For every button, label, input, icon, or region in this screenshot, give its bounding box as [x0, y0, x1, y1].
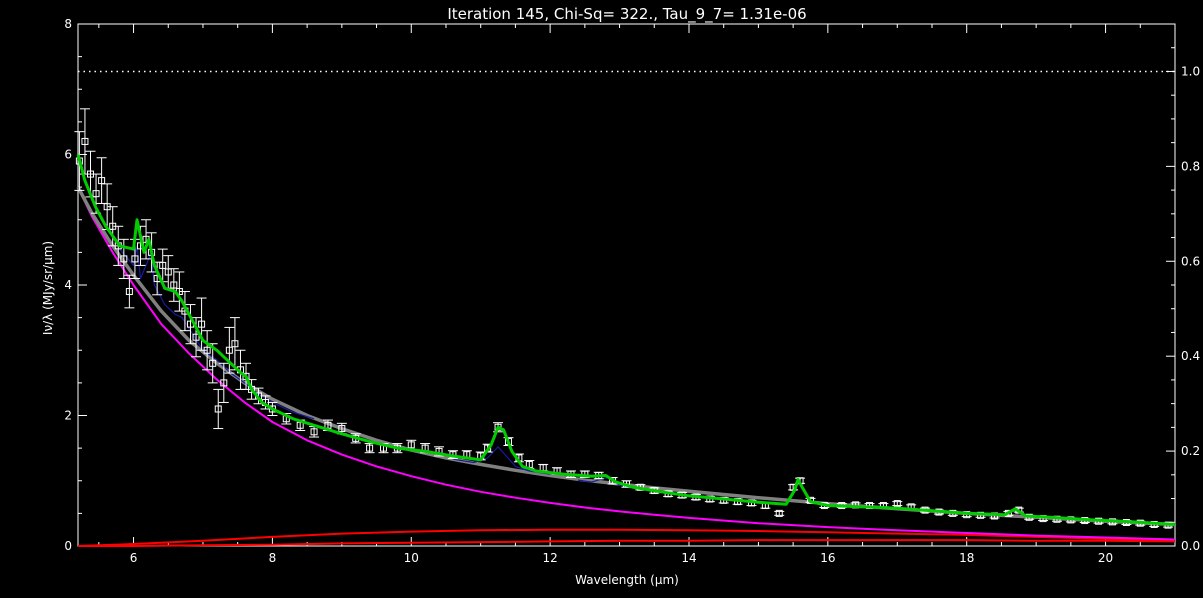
data-marker [407, 441, 415, 449]
y2-tick-label: 1.0 [1181, 64, 1200, 78]
data-marker [220, 379, 228, 387]
data-marker [159, 261, 167, 269]
data-point [202, 330, 213, 371]
data-point [141, 219, 152, 260]
data-point [196, 297, 207, 351]
x-axis-label: Wavelength (μm) [575, 573, 679, 587]
y-tick-label: 4 [64, 278, 72, 292]
tick-labels: 6 8 10 12 14 16 18 20 0 2 4 6 8 0.0 0.2 0.4 0.6 0.8 1.0 [64, 17, 1200, 565]
y2-tick-label: 0.6 [1181, 254, 1200, 268]
data-marker [214, 405, 222, 413]
y-tick-label: 6 [64, 148, 72, 162]
x-tick-label: 14 [681, 551, 696, 565]
x-tick-label: 6 [130, 551, 138, 565]
data-point [79, 108, 90, 175]
y2-tick-label: 0.8 [1181, 159, 1200, 173]
data-marker [203, 346, 211, 354]
data-point [191, 317, 202, 358]
x-tick-label: 18 [959, 551, 974, 565]
dust-components-line [77, 528, 1176, 547]
y2-tick-label: 0.0 [1181, 539, 1200, 553]
data-marker [164, 268, 172, 276]
x-tick-label: 20 [1098, 551, 1113, 565]
data-point [124, 274, 135, 309]
x-tick-label: 16 [820, 551, 835, 565]
data-marker [775, 509, 783, 517]
data-marker [806, 496, 814, 504]
x-tick-label: 12 [542, 551, 557, 565]
x-tick-label: 10 [404, 551, 419, 565]
data-point [213, 388, 224, 430]
pah-features-line [452, 446, 551, 475]
y-tick-label: 8 [64, 17, 72, 31]
data-point [774, 509, 785, 517]
data-marker [98, 177, 106, 185]
data-marker [338, 425, 346, 433]
data-point [364, 443, 375, 454]
data-marker [198, 320, 206, 328]
y2-tick-label: 0.4 [1181, 349, 1200, 363]
stellar-line [77, 186, 1176, 541]
data-marker [310, 428, 318, 436]
data-marker [120, 255, 128, 263]
data-marker [192, 333, 200, 341]
chart-title: Iteration 145, Chi-Sq= 322., Tau_9_7= 1.… [447, 5, 806, 24]
data-marker [92, 190, 100, 198]
data-point [224, 326, 235, 374]
data-marker [131, 255, 139, 263]
y-tick-label: 2 [64, 409, 72, 423]
data-marker [125, 288, 133, 296]
y-axis-label: Iν/λ (MJy/sr/μm) [41, 241, 55, 335]
data-point [168, 268, 179, 302]
y-tick-label: 0 [64, 539, 72, 553]
data-point [309, 426, 320, 438]
data-marker [225, 346, 233, 354]
data-point [892, 500, 903, 508]
data-marker [893, 500, 901, 508]
dust-components-line [78, 539, 1176, 547]
data-marker [170, 281, 178, 289]
data-marker [366, 444, 374, 452]
x-tick-label: 8 [269, 551, 277, 565]
data-point [218, 362, 229, 403]
data-layer [74, 70, 1176, 547]
total-fit-line [76, 154, 1176, 526]
data-marker [81, 137, 89, 145]
y2-tick-label: 0.2 [1181, 444, 1200, 458]
data-marker [231, 340, 239, 348]
data-marker [209, 359, 217, 367]
